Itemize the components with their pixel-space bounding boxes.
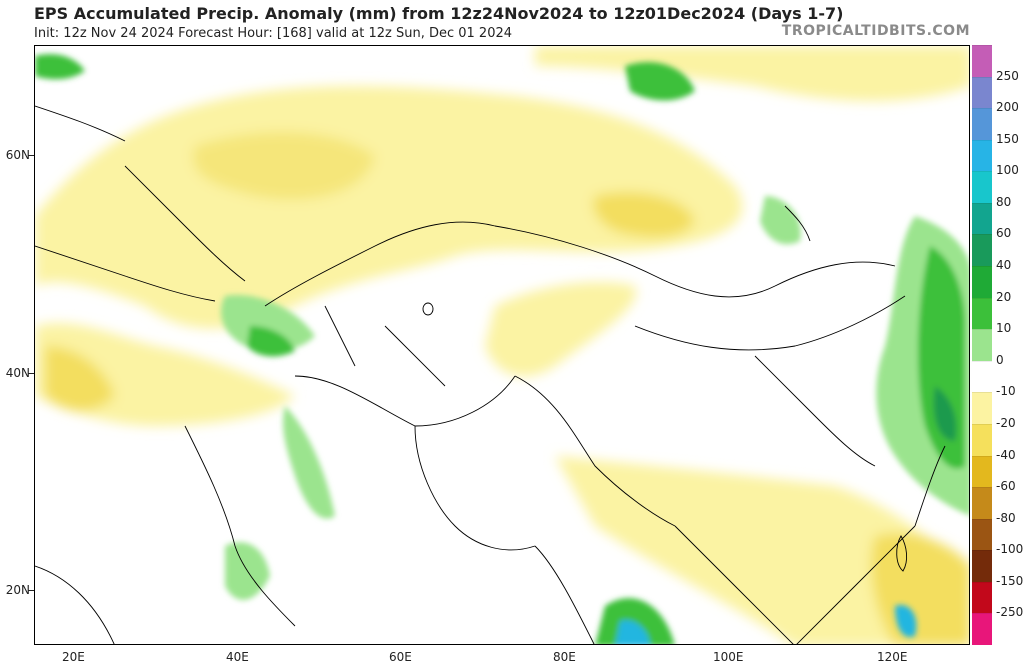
colorbar (972, 45, 992, 645)
map-canvas (35, 46, 969, 644)
colorbar-swatch (972, 139, 992, 172)
lon-label-80e: 80E (553, 650, 576, 664)
lon-label-60e: 60E (389, 650, 412, 664)
lon-label-20e: 20E (62, 650, 85, 664)
colorbar-swatch (972, 360, 992, 393)
lon-label-120e: 120E (877, 650, 908, 664)
colorbar-swatch (972, 329, 992, 361)
colorbar-label: 0 (996, 352, 1004, 367)
colorbar-label: 150 (996, 131, 1019, 146)
colorbar-label: 200 (996, 100, 1019, 115)
colorbar-swatch (972, 518, 992, 551)
colorbar-swatch (972, 202, 992, 235)
lon-label-40e: 40E (226, 650, 249, 664)
colorbar-label: 10 (996, 321, 1012, 336)
lat-label-20n: 20N (5, 583, 30, 597)
colorbar-label: -20 (996, 415, 1016, 430)
colorbar-swatch (972, 108, 992, 140)
colorbar-swatch (972, 76, 992, 109)
wet-anomaly-fields (35, 54, 969, 644)
colorbar-swatch (972, 297, 992, 330)
colorbar-label: -150 (996, 573, 1024, 588)
lon-label-100e: 100E (713, 650, 744, 664)
colorbar-swatch (972, 234, 992, 267)
brand-label: TROPICALTIDBITS.COM (781, 23, 970, 39)
dry-anomaly-fields (35, 46, 969, 644)
colorbar-label: -100 (996, 542, 1024, 557)
colorbar-swatch (972, 550, 992, 582)
lat-label-40n: 40N (5, 366, 30, 380)
colorbar-swatch (972, 171, 992, 203)
colorbar-label: -80 (996, 510, 1016, 525)
colorbar-swatch (972, 455, 992, 488)
colorbar-swatch (972, 613, 992, 645)
colorbar-label: -60 (996, 479, 1016, 494)
colorbar-label: -250 (996, 605, 1024, 620)
map-subtitle: Init: 12z Nov 24 2024 Forecast Hour: [16… (34, 26, 513, 41)
colorbar-swatch (972, 392, 992, 424)
colorbar-label: -40 (996, 447, 1016, 462)
colorbar-swatch (972, 423, 992, 456)
colorbar-swatch (972, 266, 992, 298)
lat-tick-60n (28, 155, 34, 156)
lat-tick-40n (28, 373, 34, 374)
map-title: EPS Accumulated Precip. Anomaly (mm) fro… (34, 4, 844, 23)
colorbar-label: 100 (996, 163, 1019, 178)
colorbar-label: 60 (996, 226, 1012, 241)
colorbar-swatch (972, 45, 992, 77)
lat-label-60n: 60N (5, 148, 30, 162)
lat-tick-20n (28, 590, 34, 591)
colorbar-label: 40 (996, 258, 1012, 273)
colorbar-swatch (972, 581, 992, 614)
colorbar-label: 20 (996, 289, 1012, 304)
colorbar-swatch (972, 487, 992, 519)
colorbar-label: -10 (996, 384, 1016, 399)
borders (35, 105, 946, 644)
colorbar-label: 250 (996, 68, 1019, 83)
colorbar-label: 80 (996, 194, 1012, 209)
precip-anomaly-map (34, 45, 970, 645)
